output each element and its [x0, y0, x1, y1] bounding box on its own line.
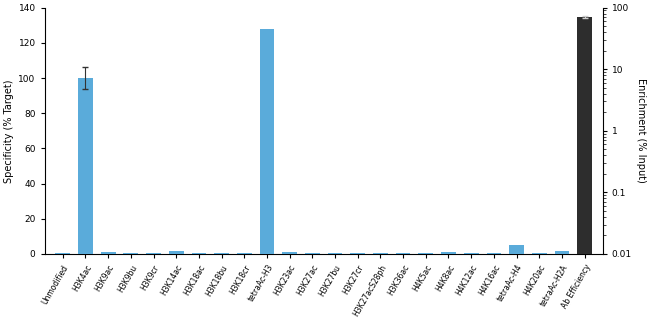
Bar — [441, 252, 456, 254]
Bar — [282, 252, 297, 254]
Bar — [419, 253, 433, 254]
Bar — [328, 253, 343, 254]
Bar — [464, 253, 478, 254]
Bar — [124, 253, 138, 254]
Bar — [373, 253, 388, 254]
Bar — [486, 253, 501, 254]
Bar — [237, 253, 252, 254]
Bar — [305, 253, 320, 254]
Y-axis label: Enrichment (% Input): Enrichment (% Input) — [636, 78, 646, 183]
Bar — [169, 251, 183, 254]
Bar — [259, 29, 274, 254]
Bar — [509, 245, 524, 254]
Bar — [532, 253, 547, 254]
Bar — [146, 253, 161, 254]
Bar — [78, 78, 93, 254]
Bar — [577, 17, 592, 322]
Bar — [55, 253, 70, 254]
Bar — [101, 252, 116, 254]
Bar — [554, 251, 569, 254]
Y-axis label: Specificity (% Target): Specificity (% Target) — [4, 79, 14, 183]
Bar — [192, 253, 206, 254]
Bar — [350, 253, 365, 254]
Bar — [396, 253, 411, 254]
Bar — [214, 253, 229, 254]
